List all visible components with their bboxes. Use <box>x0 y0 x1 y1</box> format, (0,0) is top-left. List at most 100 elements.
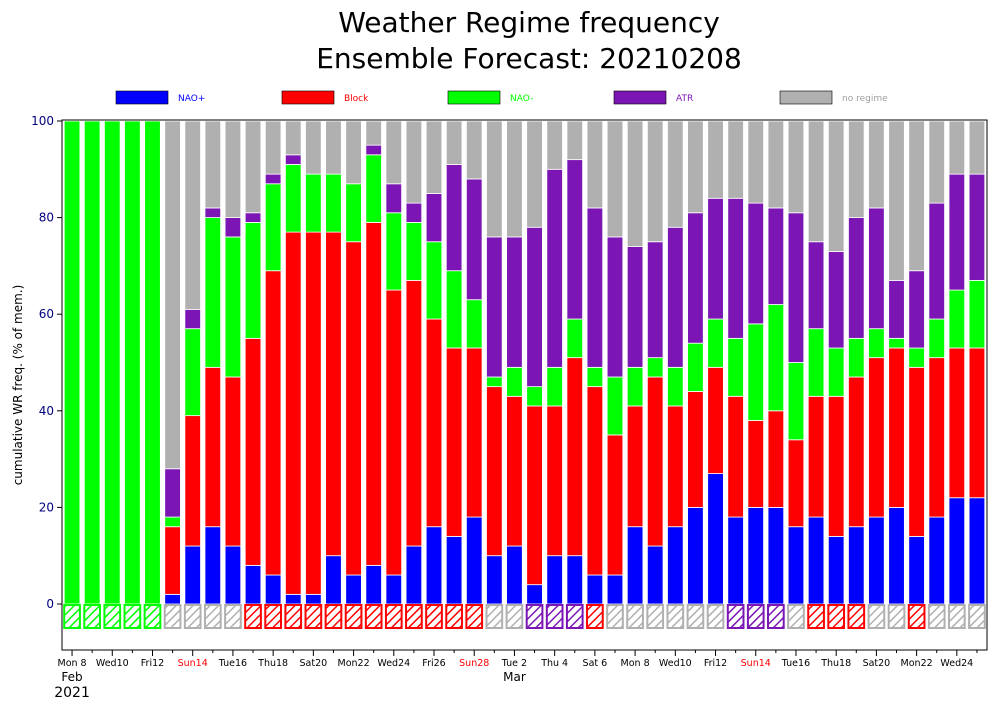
regime-box-21 <box>485 604 504 629</box>
bar-segment-naominus-26 <box>586 366 604 388</box>
bar-segment-atr-7 <box>204 207 222 219</box>
bar-segment-naoplus-32 <box>707 473 724 605</box>
regime-box-9 <box>244 604 262 629</box>
regime-box-3 <box>123 604 142 629</box>
bar-segment-no-regime-19 <box>445 120 463 165</box>
regime-box-43 <box>927 604 946 629</box>
bar-segment-naominus-23 <box>526 386 543 407</box>
legend-label-atr: ATR <box>676 94 693 104</box>
legend-swatch-naoplus <box>115 90 169 105</box>
x-tick-label-20: Sun28 <box>459 658 489 669</box>
bar-segment-atr-28 <box>626 246 644 368</box>
regime-box-42 <box>907 604 926 629</box>
regime-box-10 <box>264 604 282 629</box>
bar-segment-naominus-32 <box>707 318 724 368</box>
regime-box-32 <box>706 604 725 629</box>
bar-segment-atr-6 <box>184 308 201 330</box>
regime-box-20 <box>465 604 484 629</box>
bar-segment-naominus-1 <box>83 120 101 605</box>
bar-segment-no-regime-6 <box>184 120 201 310</box>
bar-segment-naoplus-14 <box>345 574 362 605</box>
bar-segment-atr-35 <box>767 207 785 305</box>
bar-segment-naoplus-43 <box>928 516 945 605</box>
y-axis: 0 20 40 60 80 100 <box>31 114 62 611</box>
y-tick-label-20: 20 <box>39 500 54 514</box>
bar-segment-atr-23 <box>526 226 543 388</box>
y-tick-label-40: 40 <box>39 404 54 418</box>
bar-segment-naoplus-37 <box>807 516 825 605</box>
bar-segment-no-regime-41 <box>888 120 905 281</box>
x-tick-label-28: Mon 8 <box>621 658 650 669</box>
bar-segment-atr-30 <box>667 226 684 368</box>
bar-segment-block-15 <box>365 222 382 566</box>
x-tick-label-40: Sat20 <box>863 658 891 669</box>
bar-segment-block-38 <box>827 395 845 537</box>
bar-segment-naoplus-9 <box>244 564 262 605</box>
bar-segment-naominus-36 <box>787 362 805 441</box>
bar-segment-atr-39 <box>848 217 865 339</box>
regime-box-24 <box>545 604 564 629</box>
bar-segment-naoplus-20 <box>465 516 483 605</box>
bar-segment-naominus-18 <box>425 241 443 320</box>
bar-segment-naominus-31 <box>687 342 704 392</box>
bar-segment-naoplus-28 <box>626 526 644 605</box>
bar-segment-block-10 <box>264 270 282 576</box>
bar-segment-block-19 <box>445 347 463 537</box>
bar-segment-naoplus-27 <box>606 574 624 605</box>
x-tick-label-44: Wed24 <box>940 658 973 669</box>
bar-segment-naoplus-44 <box>948 497 966 605</box>
regime-box-26 <box>586 604 604 629</box>
bar-segment-atr-33 <box>727 197 744 339</box>
bar-segment-block-11 <box>285 231 302 595</box>
bar-segment-block-37 <box>807 395 825 518</box>
bar-segment-naominus-25 <box>566 318 584 359</box>
bars-group <box>63 120 986 605</box>
bar-segment-naominus-24 <box>546 366 563 407</box>
regime-box-5 <box>163 604 182 629</box>
bar-segment-naominus-12 <box>305 173 322 233</box>
regime-box-35 <box>767 604 785 629</box>
regime-box-25 <box>565 604 584 629</box>
regime-box-44 <box>947 604 966 629</box>
bar-segment-atr-26 <box>586 207 604 368</box>
bar-segment-atr-32 <box>707 197 724 320</box>
bar-segment-block-7 <box>204 366 222 528</box>
y-tick-label-80: 80 <box>39 211 54 225</box>
bar-segment-naoplus-18 <box>425 526 443 605</box>
bar-segment-no-regime-37 <box>807 120 825 243</box>
bar-segment-naominus-6 <box>184 328 201 417</box>
x-tick-label-8: Tue16 <box>218 658 247 669</box>
bar-segment-block-21 <box>486 386 503 557</box>
bar-segment-naominus-15 <box>365 154 382 223</box>
bar-segment-atr-21 <box>486 236 503 378</box>
bar-segment-naoplus-8 <box>224 545 242 605</box>
regime-box-23 <box>525 604 544 629</box>
bar-segment-naominus-16 <box>385 212 403 291</box>
bar-segment-block-16 <box>385 289 403 576</box>
bar-segment-no-regime-12 <box>305 120 322 175</box>
regime-box-45 <box>968 604 986 629</box>
bar-segment-naoplus-15 <box>365 564 382 605</box>
bar-segment-naominus-37 <box>807 328 825 397</box>
x-tick-label-30: Wed10 <box>659 658 692 669</box>
bar-segment-no-regime-38 <box>827 120 845 252</box>
y-axis-label: cumulative WR freq. (% of mem.) <box>11 285 25 486</box>
bar-segment-naominus-5 <box>164 516 181 528</box>
bar-segment-no-regime-8 <box>224 120 242 218</box>
regime-box-2 <box>103 604 122 629</box>
regime-box-27 <box>606 604 624 629</box>
bar-segment-no-regime-18 <box>425 120 443 194</box>
bar-segment-atr-37 <box>807 241 825 330</box>
bar-segment-naominus-2 <box>104 120 121 605</box>
regime-box-29 <box>646 604 665 629</box>
bar-segment-block-26 <box>586 386 604 576</box>
bar-segment-naoplus-24 <box>546 555 563 605</box>
bar-segment-block-22 <box>506 395 523 547</box>
bar-segment-block-8 <box>224 376 242 547</box>
bar-segment-naominus-22 <box>506 366 523 397</box>
bar-segment-no-regime-20 <box>465 120 483 180</box>
y-tick-label-60: 60 <box>39 307 54 321</box>
legend-swatch-block <box>281 90 335 105</box>
bar-segment-naoplus-36 <box>787 526 805 605</box>
bar-segment-block-32 <box>707 366 724 474</box>
